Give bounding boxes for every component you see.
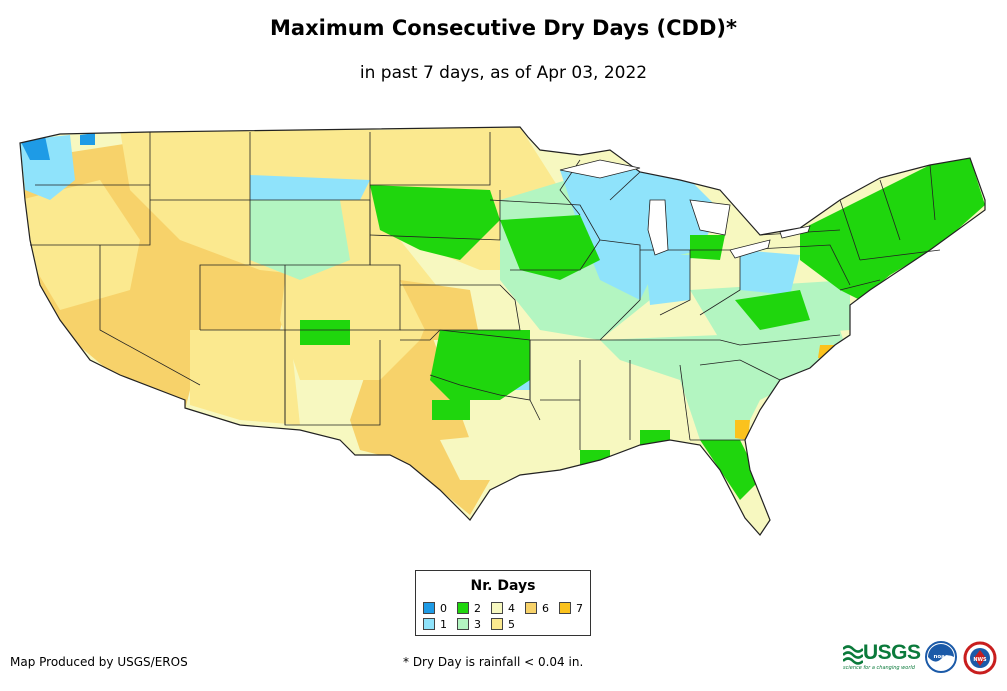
cdd-raster: [20, 127, 985, 535]
legend-item-4: 4: [491, 601, 515, 615]
legend: Nr. Days 0 1 2 3 4 5 6: [415, 570, 591, 636]
legend-swatch: [457, 618, 469, 630]
usgs-wordmark: USGS: [863, 641, 921, 664]
legend-label: 3: [474, 617, 481, 631]
noaa-logo-icon: noaa: [925, 641, 957, 673]
legend-item-7: 7: [559, 601, 583, 615]
legend-swatch: [423, 602, 435, 614]
legend-item-6: 6: [525, 601, 549, 615]
legend-item-5: 5: [491, 617, 515, 631]
legend-label: 0: [440, 601, 447, 615]
usgs-tagline: science for a changing world: [843, 665, 915, 671]
legend-swatch: [525, 602, 537, 614]
legend-grid: 0 1 2 3 4 5 6 7: [423, 601, 593, 633]
usgs-wave-icon: [843, 645, 863, 665]
legend-swatch: [559, 602, 571, 614]
legend-swatch: [491, 602, 503, 614]
legend-label: 6: [542, 601, 549, 615]
legend-item-3: 3: [457, 617, 481, 631]
us-outline: [19, 126, 986, 536]
legend-label: 2: [474, 601, 481, 615]
map-subtitle: in past 7 days, as of Apr 03, 2022: [359, 63, 648, 83]
legend-item-0: 0: [423, 601, 447, 615]
legend-label: 7: [576, 601, 583, 615]
legend-label: 4: [508, 601, 515, 615]
legend-label: 5: [508, 617, 515, 631]
noaa-logo-text: noaa: [933, 654, 948, 660]
state-borders: [30, 132, 941, 450]
map-title: Maximum Consecutive Dry Days (CDD)*: [270, 16, 737, 40]
legend-label: 1: [440, 617, 447, 631]
producer-credit: Map Produced by USGS/EROS: [10, 655, 188, 669]
legend-swatch: [491, 618, 503, 630]
nws-logo-text: NWS: [973, 657, 987, 663]
legend-item-2: 2: [457, 601, 481, 615]
legend-swatch: [457, 602, 469, 614]
usgs-logo: USGS science for a changing world: [843, 641, 921, 672]
legend-item-1: 1: [423, 617, 447, 631]
cdd-map: [19, 126, 986, 536]
legend-title: Nr. Days: [470, 578, 536, 594]
legend-swatch: [423, 618, 435, 630]
dry-day-note: * Dry Day is rainfall < 0.04 in.: [403, 655, 584, 669]
great-lakes: [559, 159, 811, 259]
nws-logo-icon: NWS: [963, 641, 997, 675]
